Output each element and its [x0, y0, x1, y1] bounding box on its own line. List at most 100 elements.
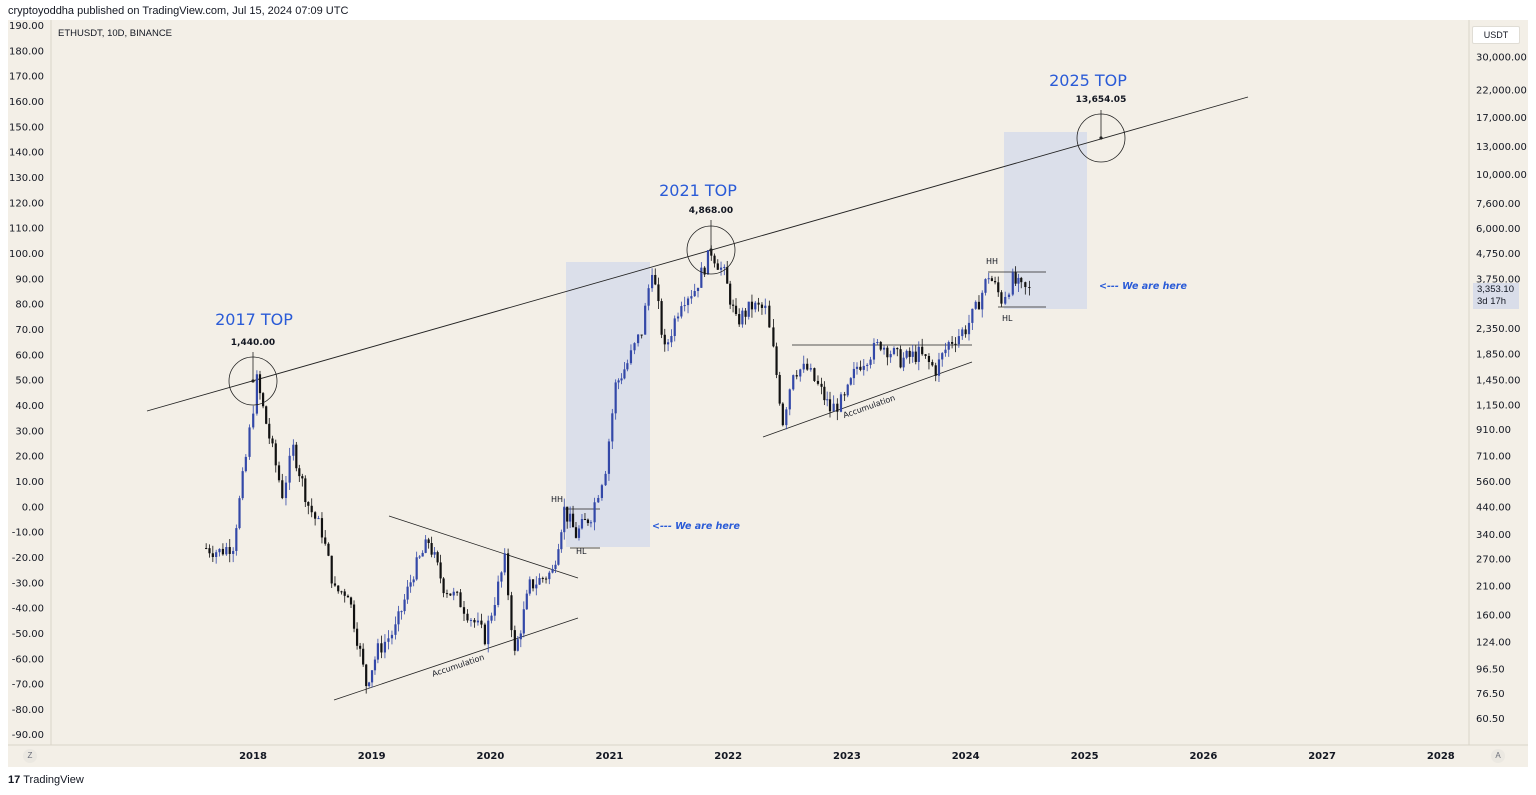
candle-body: [320, 518, 324, 538]
candle-body: [670, 336, 673, 343]
candle-body: [951, 342, 954, 344]
candle-body: [744, 310, 747, 317]
candle-body: [917, 346, 920, 362]
candle-body: [487, 620, 490, 645]
candle-body: [828, 399, 832, 412]
left-tick-label: 130.00: [9, 173, 44, 184]
candle-body: [218, 548, 221, 553]
candle-body: [376, 643, 379, 660]
projection-box-2020: [566, 262, 650, 547]
candle-body: [355, 628, 359, 646]
candle-body: [620, 378, 623, 381]
candle-body: [663, 334, 666, 345]
left-tick-label: 60.00: [15, 350, 44, 361]
left-tick-label: 30.00: [15, 426, 44, 437]
candle-body: [997, 282, 1000, 293]
candle-body: [571, 513, 575, 528]
candle-body: [480, 620, 483, 625]
candle-body: [469, 619, 473, 621]
candle-body: [248, 427, 251, 457]
candle-body: [934, 365, 937, 376]
left-tick-label: -80.00: [12, 705, 44, 716]
ascending-support-line-2: [762, 361, 973, 438]
chart-area[interactable]: [8, 20, 1528, 767]
left-tick-label: 80.00: [15, 300, 44, 311]
candle-body: [1024, 282, 1027, 288]
time-tick-label: 2025: [1071, 751, 1099, 762]
candle-body: [927, 355, 931, 363]
right-tick-label: 1,850.00: [1476, 350, 1521, 361]
candle-body: [349, 597, 353, 605]
candle-body: [516, 639, 519, 651]
left-tick-label: 140.00: [9, 148, 44, 159]
candle-body: [1000, 292, 1003, 304]
candles: [205, 245, 1031, 694]
candle-body: [839, 394, 843, 412]
candle-body: [954, 343, 957, 345]
right-tick-label: 96.50: [1476, 664, 1505, 675]
right-tick-label: 1,450.00: [1476, 376, 1521, 387]
candle-body: [703, 267, 706, 275]
candle-body: [544, 578, 548, 580]
candle-body: [563, 506, 566, 533]
candle-body: [271, 438, 274, 444]
currency-badge[interactable]: USDT: [1472, 26, 1520, 44]
candle-body: [629, 350, 633, 364]
candle-body: [1017, 277, 1020, 284]
top-marker-dot-2021: [709, 248, 713, 252]
candle-body: [882, 347, 886, 350]
candle-body: [820, 383, 823, 387]
candle-body: [525, 593, 528, 610]
auto-scale-button[interactable]: A: [1491, 749, 1505, 763]
candle-body: [604, 473, 607, 486]
candle-body: [816, 380, 820, 384]
candle-body: [274, 443, 277, 466]
last-price-value: 3,353.10: [1477, 284, 1514, 295]
right-tick-label: 270.00: [1476, 555, 1511, 566]
candle-body: [519, 633, 522, 640]
left-tick-label: -50.00: [12, 629, 44, 640]
candle-body: [295, 444, 298, 469]
top-marker-dot-2017: [251, 379, 255, 383]
right-tick-label: 17,000.00: [1476, 113, 1527, 124]
hl-label-2024: HL: [1002, 314, 1013, 323]
candle-body: [370, 670, 374, 683]
candle-body: [548, 572, 551, 580]
long-term-resistance-line: [146, 96, 1249, 412]
candle-body: [852, 368, 856, 379]
candle-body: [961, 329, 964, 337]
candle-body: [560, 532, 563, 550]
candle-body: [889, 354, 892, 358]
candle-body: [343, 591, 346, 596]
candle-body: [892, 348, 896, 355]
candle-body: [554, 564, 557, 570]
candle-body: [795, 375, 798, 377]
log-scale-toggle-button[interactable]: Z: [23, 749, 37, 763]
candle-body: [535, 584, 538, 589]
candle-body: [911, 351, 914, 357]
candle-body: [459, 592, 462, 608]
left-tick-label: 190.00: [9, 21, 44, 32]
time-tick-label: 2018: [239, 751, 267, 762]
candle-body: [531, 579, 535, 589]
candle-body: [775, 346, 778, 375]
candle-body: [764, 305, 767, 308]
right-tick-label: 13,000.00: [1476, 142, 1527, 153]
right-tick-label: 76.50: [1476, 689, 1505, 700]
candle-body: [778, 374, 781, 404]
candle-body: [314, 512, 317, 519]
candle-body: [957, 336, 960, 345]
candle-body: [876, 341, 879, 343]
target-marker-dot-2025: [1099, 136, 1103, 140]
candle-body: [397, 611, 400, 625]
candle-body: [589, 522, 593, 524]
candle-body: [760, 304, 764, 308]
published-line: cryptoyoddha published on TradingView.co…: [8, 5, 349, 17]
candle-body: [987, 278, 990, 280]
candle-body: [255, 374, 259, 414]
candle-body: [406, 586, 409, 600]
candle-body: [719, 267, 723, 270]
candle-body: [208, 548, 211, 554]
candle-body: [1004, 296, 1007, 304]
